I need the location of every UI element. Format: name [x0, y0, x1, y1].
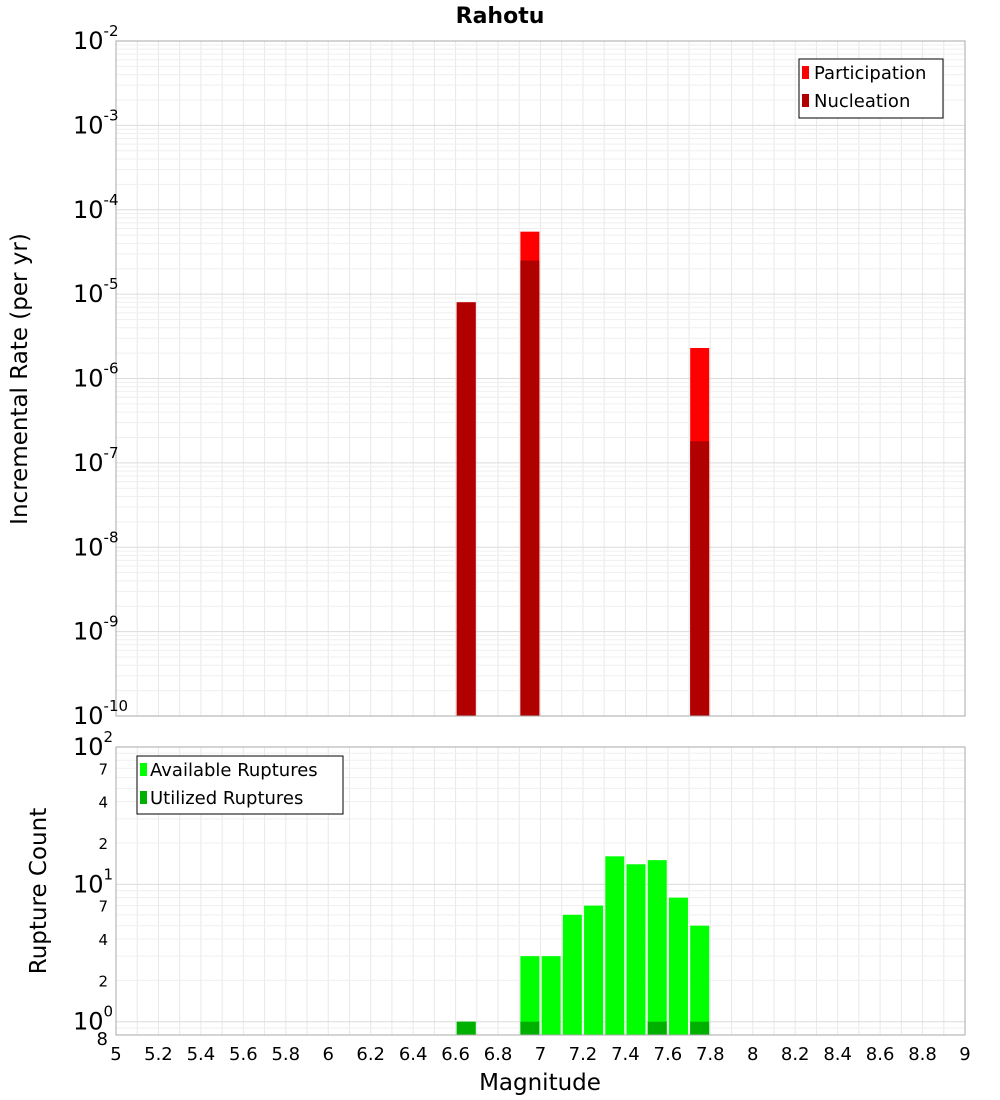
x-tick-label: 5.4 — [187, 1044, 216, 1065]
top-legend: Participation Nucleation — [798, 58, 944, 119]
x-tick-label: 5.2 — [144, 1044, 173, 1065]
x-tick-label: 8.8 — [908, 1044, 937, 1065]
x-tick-label: 6.4 — [399, 1044, 428, 1065]
y-minor-tick-label: 8 — [97, 1029, 108, 1050]
utilized-ruptures-bar-m7.75 — [690, 1021, 710, 1035]
available-ruptures-bar-m7.55 — [647, 860, 667, 1035]
x-tick-label: 7.8 — [696, 1044, 725, 1065]
top-y-axis-title: Incremental Rate (per yr) — [7, 233, 33, 525]
y-minor-tick-label: 7 — [98, 760, 108, 778]
y-minor-tick-label: 2 — [98, 835, 108, 853]
x-axis-title: Magnitude — [479, 1070, 601, 1096]
x-tick-label: 8.2 — [781, 1044, 810, 1065]
y-tick-label: 10-10 — [73, 697, 128, 730]
available-ruptures-bar-m7.65 — [668, 897, 688, 1035]
legend-label-participation: Participation — [814, 63, 926, 84]
y-minor-tick-label: 7 — [98, 898, 108, 916]
top-y-tick-labels: 10-10 10-9 10-8 10-7 10-6 10-5 10-4 10-3 10-2 — [73, 22, 128, 730]
nucleation-bar-m7.75 — [690, 441, 710, 716]
y-tick-label: 100 — [73, 1003, 113, 1036]
legend-label-utilized-ruptures: Utilized Ruptures — [150, 788, 303, 809]
x-tick-label: 7.2 — [569, 1044, 598, 1065]
y-tick-label: 10-6 — [73, 360, 119, 393]
x-tick-label: 5.8 — [271, 1044, 300, 1065]
y-tick-label: 102 — [73, 728, 113, 761]
legend-swatch-utilized-ruptures — [140, 791, 147, 804]
top-plot-bars — [456, 231, 710, 716]
legend-swatch-participation — [802, 66, 809, 79]
available-ruptures-bar-m7.35 — [605, 856, 625, 1035]
y-minor-tick-label: 4 — [98, 931, 108, 949]
utilized-ruptures-bar-m6.65 — [456, 1021, 476, 1035]
available-ruptures-bar-m7.05 — [541, 956, 561, 1035]
x-tick-label: 6.2 — [356, 1044, 385, 1065]
x-tick-label: 6 — [323, 1044, 334, 1065]
bottom-legend: Available Ruptures Utilized Ruptures — [136, 755, 344, 815]
available-ruptures-bar-m7.75 — [690, 925, 710, 1035]
top-plot-grid — [115, 41, 966, 717]
nucleation-bar-m6.65 — [456, 302, 476, 716]
available-ruptures-bar-m7.45 — [626, 864, 646, 1035]
x-tick-label: 7.4 — [611, 1044, 640, 1065]
top-legend-box — [798, 58, 944, 119]
available-ruptures-bar-m7.25 — [584, 905, 604, 1035]
x-tick-label: 5.6 — [229, 1044, 258, 1065]
utilized-ruptures-bar-m6.95 — [520, 1021, 540, 1035]
x-tick-label: 8.6 — [866, 1044, 895, 1065]
top-plot-frame — [115, 40, 966, 717]
x-tick-labels: 5 5.2 5.4 5.6 5.8 6 6.2 6.4 6.6 6.8 7 7.2 7.4 7.6 7.8 8… — [110, 1044, 970, 1065]
legend-swatch-nucleation — [802, 94, 809, 107]
x-tick-label: 7 — [535, 1044, 546, 1065]
y-tick-label: 10-8 — [73, 528, 119, 561]
x-tick-label: 6.6 — [441, 1044, 470, 1065]
bottom-y-tick-labels: 100 101 102 8 2 4 7 2 4 7 — [73, 728, 113, 1050]
legend-swatch-available-ruptures — [140, 763, 147, 776]
y-tick-label: 10-7 — [73, 444, 119, 477]
y-tick-label: 101 — [73, 865, 113, 898]
legend-label-nucleation: Nucleation — [814, 91, 910, 112]
x-tick-label: 6.8 — [484, 1044, 513, 1065]
y-minor-tick-label: 4 — [98, 794, 108, 812]
bottom-y-axis-title: Rupture Count — [26, 808, 52, 974]
available-ruptures-bar-m7.15 — [562, 914, 582, 1035]
nucleation-bar-m6.95 — [520, 260, 540, 716]
available-ruptures-bar-m6.95 — [520, 956, 540, 1035]
y-tick-label: 10-5 — [73, 275, 119, 308]
x-tick-label: 9 — [959, 1044, 970, 1065]
y-tick-label: 10-3 — [73, 106, 119, 139]
bottom-legend-box — [136, 755, 344, 815]
bottom-plot-frame — [115, 746, 966, 1036]
y-tick-label: 10-9 — [73, 613, 119, 646]
x-tick-label: 8 — [747, 1044, 758, 1065]
utilized-ruptures-bar-m7.55 — [647, 1021, 667, 1035]
x-tick-label: 7.6 — [654, 1044, 683, 1065]
bottom-plot-bars — [456, 856, 710, 1035]
legend-label-available-ruptures: Available Ruptures — [150, 760, 318, 781]
y-tick-label: 10-4 — [73, 191, 119, 224]
x-tick-label: 8.4 — [823, 1044, 852, 1065]
x-tick-label: 5 — [110, 1044, 121, 1065]
chart-title: Rahotu — [456, 4, 545, 29]
y-tick-label: 10-2 — [73, 22, 119, 55]
y-minor-tick-label: 2 — [98, 972, 108, 990]
